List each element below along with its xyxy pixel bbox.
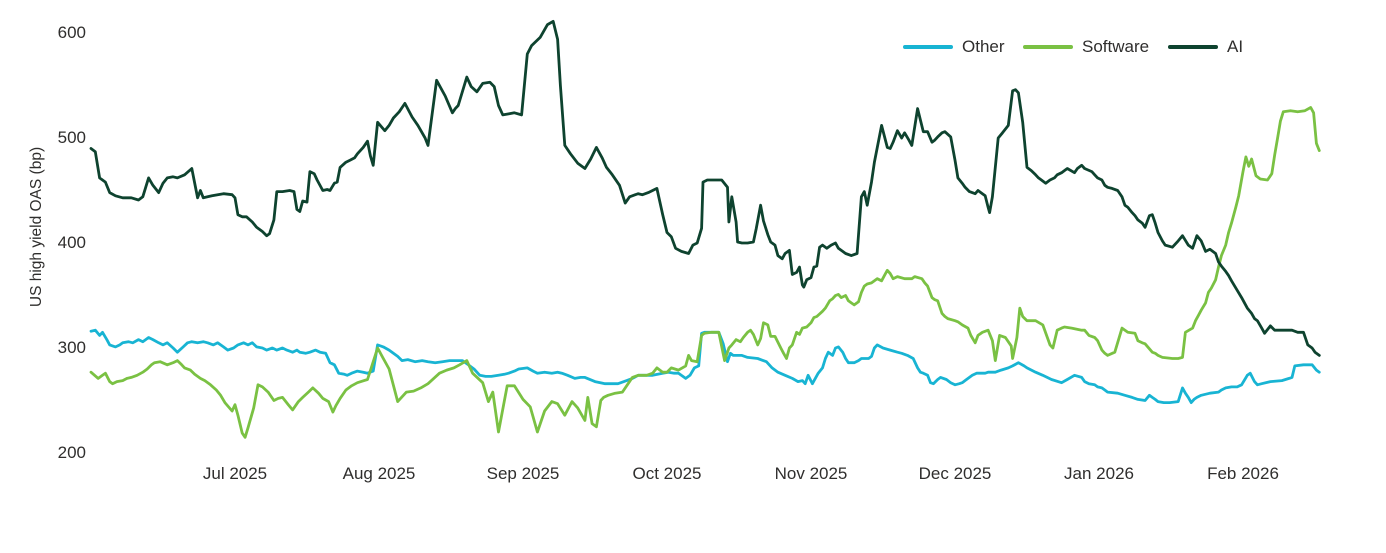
- x-tick-label-jan-2026: Jan 2026: [1064, 464, 1134, 483]
- x-tick-label-dec-2025: Dec 2025: [918, 464, 992, 483]
- x-tick-label-sep-2025: Sep 2025: [486, 464, 560, 483]
- legend-item-other: Other: [903, 37, 1005, 56]
- legend-label-ai: AI: [1227, 37, 1244, 56]
- x-tick-label-aug-2025: Aug 2025: [342, 464, 416, 483]
- legend-label-other: Other: [962, 37, 1005, 56]
- y-tick-label-300: 300: [57, 338, 86, 357]
- legend-swatch-software: [1023, 45, 1073, 49]
- x-tick-label-nov-2025: Nov 2025: [774, 464, 848, 483]
- y-tick-label-400: 400: [57, 233, 86, 252]
- x-tick-label-oct-2025: Oct 2025: [632, 464, 702, 483]
- y-tick-label-500: 500: [57, 128, 86, 147]
- legend-item-software: Software: [1023, 37, 1150, 56]
- legend-swatch-ai: [1168, 45, 1218, 49]
- series-line-software: [89, 106, 1321, 439]
- legend-label-software: Software: [1082, 37, 1150, 56]
- y-tick-label-600: 600: [57, 23, 86, 42]
- series-line-other: [89, 328, 1321, 405]
- y-tick-label-200: 200: [57, 443, 86, 462]
- legend-item-ai: AI: [1168, 37, 1244, 56]
- series-line-ai: [89, 19, 1321, 357]
- x-tick-label-feb-2026: Feb 2026: [1207, 464, 1279, 483]
- legend-swatch-other: [903, 45, 953, 49]
- x-tick-label-jul-2025: Jul 2025: [202, 464, 268, 483]
